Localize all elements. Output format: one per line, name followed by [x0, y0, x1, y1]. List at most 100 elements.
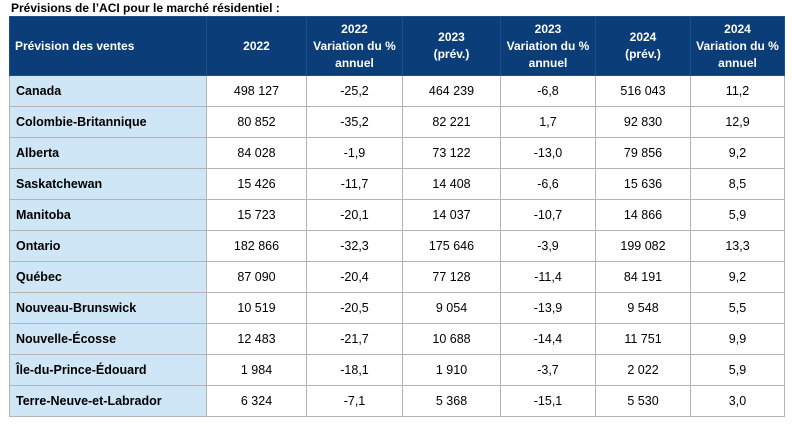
table-row: Québec 87 090 -20,4 77 128 -11,4 84 191 9,2: [9, 261, 785, 293]
table-row: Ontario 182 866 -32,3 175 646 -3,9 199 082 13,…: [9, 230, 785, 262]
header-cell: 2023 (prév.): [402, 16, 501, 76]
value-cell: 182 866: [206, 230, 307, 262]
province-cell: Île-du-Prince-Édouard: [9, 354, 207, 386]
header-line: (prév.): [433, 47, 470, 61]
value-cell: -11,4: [500, 261, 596, 293]
value-cell: 5,5: [690, 292, 785, 324]
value-cell: 14 866: [595, 199, 691, 231]
value-cell: -3,7: [500, 354, 596, 386]
value-cell: -15,1: [500, 385, 596, 417]
value-cell: 1 984: [206, 354, 307, 386]
value-cell: 516 043: [595, 75, 691, 107]
value-cell: -3,9: [500, 230, 596, 262]
value-cell: -20,4: [306, 261, 403, 293]
province-cell: Canada: [9, 75, 207, 107]
province-cell: Nouvelle-Écosse: [9, 323, 207, 355]
value-cell: 11 751: [595, 323, 691, 355]
value-cell: 15 723: [206, 199, 307, 231]
header-line: 2024: [629, 30, 657, 44]
value-cell: -13,0: [500, 137, 596, 169]
value-cell: -14,4: [500, 323, 596, 355]
header-line: Prévision des ventes: [15, 38, 135, 53]
table-row: Nouvelle-Écosse 12 483 -21,7 10 688 -14,4 11 …: [9, 323, 785, 355]
value-cell: 10 688: [402, 323, 501, 355]
province-cell: Colombie-Britannique: [9, 106, 207, 138]
value-cell: 175 646: [402, 230, 501, 262]
value-cell: 87 090: [206, 261, 307, 293]
header-cell: 2022: [206, 16, 307, 76]
header-line: 2022: [341, 21, 368, 36]
province-cell: Terre-Neuve-et-Labrador: [9, 385, 207, 417]
header-line: 2023: [438, 30, 465, 44]
header-cell: 2023 Variation du % annuel: [500, 16, 596, 76]
value-cell: -25,2: [306, 75, 403, 107]
table-row: Terre-Neuve-et-Labrador 6 324 -7,1 5 368 -15…: [9, 385, 785, 417]
value-cell: -1,9: [306, 137, 403, 169]
header-line: (prév.): [625, 47, 661, 61]
value-cell: 6 324: [206, 385, 307, 417]
value-cell: 9 548: [595, 292, 691, 324]
value-cell: 79 856: [595, 137, 691, 169]
value-cell: -13,9: [500, 292, 596, 324]
value-cell: 73 122: [402, 137, 501, 169]
value-cell: -20,5: [306, 292, 403, 324]
value-cell: 3,0: [690, 385, 785, 417]
value-cell: 1,7: [500, 106, 596, 138]
header-line: 2022: [243, 38, 270, 53]
header-line: annuel: [718, 55, 757, 70]
value-cell: 9,2: [690, 261, 785, 293]
header-line: 2023: [534, 21, 562, 36]
value-cell: -35,2: [306, 106, 403, 138]
value-cell: 12,9: [690, 106, 785, 138]
value-cell: 5,9: [690, 354, 785, 386]
province-cell: Saskatchewan: [9, 168, 207, 200]
table-row: Île-du-Prince-Édouard 1 984 -18,1 1 910 -3,7…: [9, 354, 785, 386]
forecast-table: Prévision des ventes 2022 2022 Variation…: [9, 16, 785, 417]
value-cell: 84 028: [206, 137, 307, 169]
value-cell: 77 128: [402, 261, 501, 293]
header-cell: 2022 Variation du % annuel: [306, 16, 403, 76]
table-row: Alberta 84 028 -1,9 73 122 -13,0 79 856 9,2: [9, 137, 785, 169]
value-cell: -6,8: [500, 75, 596, 107]
table-row: Saskatchewan 15 426 -11,7 14 408 -6,6 15 636 8…: [9, 168, 785, 200]
value-cell: -11,7: [306, 168, 403, 200]
value-cell: 8,5: [690, 168, 785, 200]
value-cell: -7,1: [306, 385, 403, 417]
value-cell: 9 054: [402, 292, 501, 324]
value-cell: 15 426: [206, 168, 307, 200]
value-cell: 199 082: [595, 230, 691, 262]
value-cell: -21,7: [306, 323, 403, 355]
value-cell: 92 830: [595, 106, 691, 138]
value-cell: 80 852: [206, 106, 307, 138]
value-cell: 15 636: [595, 168, 691, 200]
value-cell: -20,1: [306, 199, 403, 231]
header-line: annuel: [528, 55, 568, 70]
header-cell: 2024 (prév.): [595, 16, 691, 76]
province-cell: Québec: [9, 261, 207, 293]
header-line: annuel: [335, 55, 374, 70]
value-cell: -6,6: [500, 168, 596, 200]
header-cell: 2024 Variation du % annuel: [690, 16, 785, 76]
table-caption: Prévisions de l’ACI pour le marché résid…: [11, 1, 280, 15]
value-cell: -10,7: [500, 199, 596, 231]
header-cell: Prévision des ventes: [9, 16, 207, 76]
province-cell: Nouveau-Brunswick: [9, 292, 207, 324]
value-cell: 5 530: [595, 385, 691, 417]
province-cell: Manitoba: [9, 199, 207, 231]
value-cell: 84 191: [595, 261, 691, 293]
table-row: Colombie-Britannique 80 852 -35,2 82 221 1,7…: [9, 106, 785, 138]
table-row: Canada 498 127 -25,2 464 239 -6,8 516 043 11,2: [9, 75, 785, 107]
value-cell: 14 408: [402, 168, 501, 200]
province-cell: Alberta: [9, 137, 207, 169]
value-cell: 12 483: [206, 323, 307, 355]
header-line: 2024: [724, 21, 751, 36]
value-cell: -18,1: [306, 354, 403, 386]
value-cell: 1 910: [402, 354, 501, 386]
value-cell: 5,9: [690, 199, 785, 231]
value-cell: 2 022: [595, 354, 691, 386]
header-row: Prévision des ventes 2022 2022 Variation…: [9, 16, 785, 76]
province-cell: Ontario: [9, 230, 207, 262]
header-line: Variation du %: [696, 38, 779, 53]
header-line: Variation du %: [506, 38, 590, 53]
value-cell: -32,3: [306, 230, 403, 262]
